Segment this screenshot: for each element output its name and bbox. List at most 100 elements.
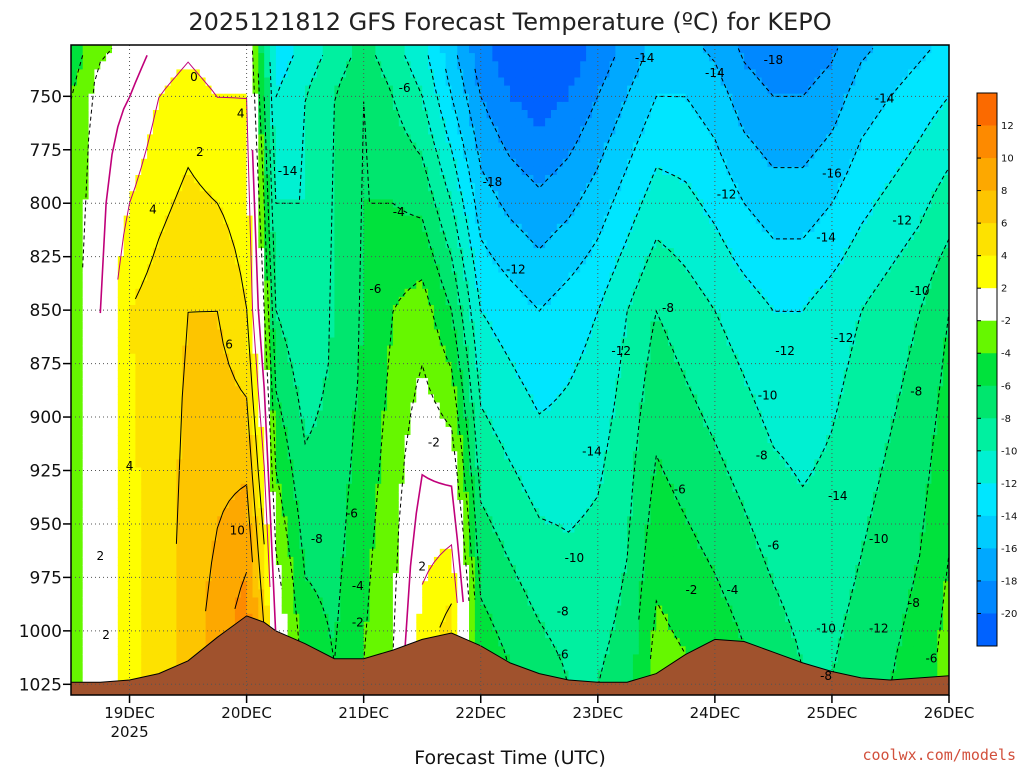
field-cell <box>199 418 207 428</box>
field-cell <box>199 166 207 176</box>
field-cell <box>387 516 394 525</box>
field-cell <box>147 142 154 152</box>
field-cell <box>334 272 341 282</box>
field-cell <box>410 345 417 355</box>
field-cell <box>299 305 306 314</box>
field-cell <box>135 500 142 509</box>
field-cell <box>117 670 125 680</box>
field-cell <box>76 491 84 501</box>
field-cell <box>141 53 148 62</box>
field-cell <box>123 321 131 330</box>
field-cell <box>170 296 177 306</box>
field-cell <box>357 345 365 355</box>
field-cell <box>112 548 119 558</box>
field-cell <box>117 654 125 664</box>
field-cell <box>387 280 394 290</box>
field-cell <box>381 288 388 298</box>
field-cell <box>217 175 224 184</box>
field-cell <box>433 126 441 135</box>
field-cell <box>369 483 376 493</box>
field-cell <box>170 435 177 444</box>
field-cell <box>199 597 207 607</box>
field-cell <box>112 662 119 672</box>
field-cell <box>340 101 347 111</box>
field-cell <box>100 215 107 225</box>
field-cell <box>357 402 365 412</box>
field-cell <box>229 370 236 379</box>
field-cell <box>422 475 429 485</box>
field-cell <box>234 77 242 87</box>
field-cell <box>188 418 195 428</box>
field-cell <box>182 207 189 217</box>
field-cell <box>346 191 353 200</box>
field-cell <box>135 101 142 111</box>
field-cell <box>433 199 441 209</box>
field-cell <box>311 589 318 599</box>
field-cell <box>328 532 335 542</box>
field-cell <box>199 231 207 241</box>
field-cell <box>76 426 84 436</box>
field-cell <box>182 166 189 176</box>
field-cell <box>205 491 213 501</box>
field-cell <box>229 426 236 436</box>
field-cell <box>106 305 113 314</box>
field-cell <box>381 101 388 111</box>
field-cell <box>170 491 177 501</box>
field-cell <box>71 451 78 460</box>
field-cell <box>240 45 248 54</box>
field-cell <box>293 223 300 233</box>
field-cell <box>217 548 224 558</box>
field-cell <box>100 500 107 509</box>
field-cell <box>258 166 265 176</box>
field-cell <box>217 524 224 534</box>
field-cell <box>264 589 271 599</box>
field-cell <box>369 166 376 176</box>
field-cell <box>76 231 84 241</box>
field-cell <box>340 435 347 444</box>
field-cell <box>71 207 78 217</box>
field-cell <box>193 337 201 347</box>
field-cell <box>387 524 394 534</box>
field-cell <box>123 337 131 347</box>
field-cell <box>182 118 189 127</box>
field-cell <box>240 532 248 542</box>
field-cell <box>88 126 96 135</box>
field-cell <box>170 353 177 363</box>
field-cell <box>193 240 201 249</box>
field-cell <box>170 118 177 127</box>
field-cell <box>205 231 213 241</box>
field-cell <box>94 207 101 217</box>
field-cell <box>346 175 353 184</box>
field-cell <box>270 524 277 534</box>
field-cell <box>375 313 382 322</box>
field-cell <box>322 248 330 257</box>
field-cell <box>293 508 300 517</box>
field-cell <box>193 491 201 501</box>
field-cell <box>82 45 90 54</box>
field-cell <box>410 231 417 241</box>
field-cell <box>305 305 312 314</box>
field-cell <box>88 508 96 517</box>
field-cell <box>170 516 177 525</box>
field-cell <box>123 516 131 525</box>
field-cell <box>422 597 429 607</box>
field-cell <box>164 378 172 387</box>
field-cell <box>363 223 371 233</box>
field-cell <box>334 443 341 452</box>
field-cell <box>299 231 306 241</box>
field-cell <box>387 45 394 54</box>
field-cell <box>392 199 400 209</box>
field-cell <box>106 508 113 517</box>
field-cell <box>352 337 359 347</box>
field-cell <box>176 443 183 452</box>
field-cell <box>334 231 341 241</box>
field-cell <box>363 183 371 192</box>
field-cell <box>293 548 300 558</box>
field-cell <box>299 467 306 477</box>
field-cell <box>164 605 172 615</box>
field-cell <box>234 175 242 184</box>
field-cell <box>76 93 84 103</box>
field-cell <box>112 61 119 70</box>
field-cell <box>416 183 423 192</box>
field-cell <box>293 573 300 582</box>
